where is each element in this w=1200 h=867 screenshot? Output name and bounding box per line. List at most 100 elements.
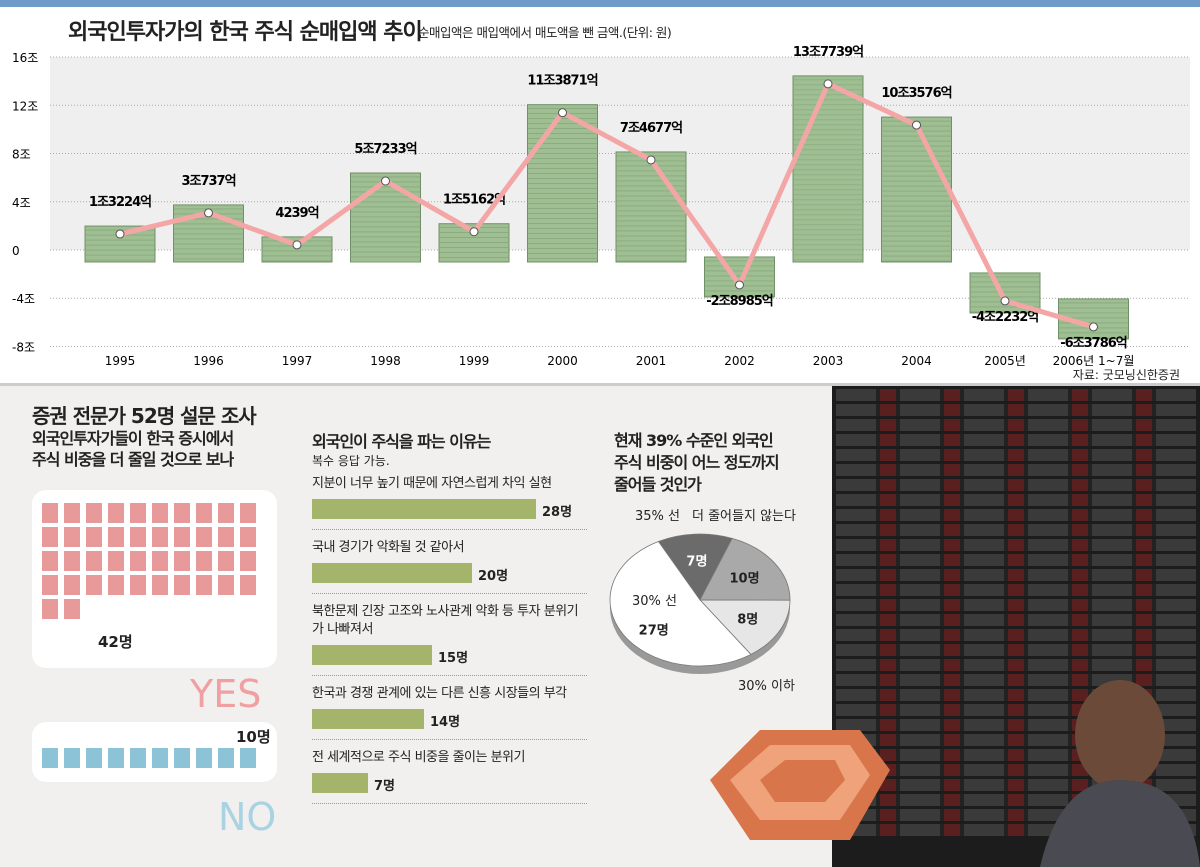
- person-icon: [130, 527, 146, 547]
- q3-line1: 현재 39% 수준인 외국인: [614, 431, 774, 450]
- person-icon: [130, 503, 146, 523]
- divider: [312, 739, 587, 740]
- data-label: 11조3871억: [527, 74, 597, 89]
- board-row: [836, 614, 1196, 626]
- source-note: 자료: 굿모닝신한증권: [1072, 368, 1180, 382]
- board-row: [836, 434, 1196, 446]
- q3-line3: 줄어들 것인가: [614, 475, 702, 494]
- data-point: [115, 229, 125, 239]
- pie-value: 7명: [686, 553, 707, 569]
- board-row: [836, 569, 1196, 581]
- board-row: [836, 644, 1196, 656]
- data-label: 13조7739억: [793, 45, 863, 60]
- person-icon: [240, 527, 256, 547]
- data-label: 1조5162억: [443, 193, 505, 208]
- divider: [312, 803, 587, 804]
- pie-value: 10명: [730, 571, 760, 587]
- reason-bar: [312, 709, 424, 729]
- person-icon: [218, 527, 234, 547]
- x-tick-label: 1998: [370, 354, 401, 368]
- board-row: [836, 494, 1196, 506]
- q3-line2: 주식 비중이 어느 정도까지: [614, 453, 780, 472]
- person-icon: [108, 748, 124, 768]
- yes-people: [42, 503, 272, 619]
- pie-label-30: 30% 선: [632, 594, 677, 609]
- q1-line1: 외국인투자가들이 한국 증시에서: [32, 429, 234, 448]
- money-stack: [527, 104, 598, 263]
- person-icon: [196, 551, 212, 571]
- money-stack: [704, 256, 775, 298]
- pie-chart: 7명 10명 8명 27명: [609, 533, 791, 674]
- person-icon: [86, 527, 102, 547]
- no-count: 10명: [236, 728, 271, 746]
- board-row: [836, 554, 1196, 566]
- data-label: -2조8985억: [706, 294, 773, 309]
- data-point: [558, 108, 567, 118]
- x-tick-label: 2004: [901, 354, 932, 368]
- board-row: [836, 464, 1196, 476]
- data-label: 7조4677억: [620, 121, 682, 136]
- reason-bar: [312, 645, 432, 665]
- person-icon: [196, 575, 212, 595]
- person-icon: [86, 748, 102, 768]
- person-icon: [108, 575, 124, 595]
- person-icon: [196, 527, 212, 547]
- x-tick-label: 2001: [636, 354, 667, 368]
- data-point: [735, 280, 744, 290]
- person-icon: [42, 551, 58, 571]
- pie-slice: [699, 537, 791, 601]
- data-point: [292, 240, 302, 250]
- y-tick-label: -4조: [12, 292, 35, 306]
- person-icon: [86, 575, 102, 595]
- y-tick-label: 4조: [12, 196, 31, 210]
- pie-label-30-below: 30% 이하: [738, 679, 795, 694]
- reason-label: 국내 경기가 악화될 것 같아서: [312, 540, 465, 555]
- person-icon: [218, 575, 234, 595]
- data-label: -4조2232억: [972, 310, 1039, 325]
- reason-label: 전 세계적으로 주식 비중을 줄이는 분위기: [312, 750, 525, 765]
- x-tick-label: 2006년 1~7월: [1053, 354, 1135, 368]
- person-icon: [174, 748, 190, 768]
- person-icon: [64, 503, 80, 523]
- y-tick-label: -8조: [12, 340, 35, 354]
- person-icon: [240, 748, 256, 768]
- divider: [312, 675, 587, 676]
- top-bar: [0, 0, 1200, 7]
- board-row: [836, 599, 1196, 611]
- pie-slice: [609, 540, 752, 667]
- person-icon: [152, 527, 168, 547]
- reason-value: 14명: [430, 715, 461, 730]
- reason-value: 20명: [478, 569, 509, 584]
- board-row: [836, 584, 1196, 596]
- reason-value: 15명: [438, 651, 469, 666]
- person-icon: [42, 599, 58, 619]
- x-tick-label: 1997: [282, 354, 313, 368]
- person-icon: [42, 527, 58, 547]
- survey-title: 증권 전문가 52명 설문 조사: [32, 404, 257, 428]
- person-icon: [108, 527, 124, 547]
- data-point: [204, 208, 213, 218]
- pie-slice: [657, 533, 733, 601]
- x-tick-label: 2005년: [984, 354, 1026, 368]
- person-icon: [130, 575, 146, 595]
- reason-bar: [312, 563, 472, 583]
- line-chart: 16조 12조 8조 4조 0 -4조 -8조 1995 1조3224억 1996 3조737억 19…: [12, 45, 1190, 368]
- reason-bar: [312, 499, 536, 519]
- pie-value: 8명: [737, 612, 758, 628]
- q1-question: 외국인투자가들이 한국 증시에서 주식 비중을 더 줄일 것으로 보나: [32, 428, 234, 470]
- board-row: [836, 539, 1196, 551]
- data-point: [823, 79, 833, 89]
- reason-label: 한국과 경쟁 관계에 있는 다른 신흥 시장들의 부각: [312, 686, 567, 701]
- person-icon: [42, 748, 58, 768]
- person-icon: [174, 551, 190, 571]
- x-tick-label: 1999: [459, 354, 490, 368]
- x-tick-label: 1996: [193, 354, 224, 368]
- board-row: [836, 449, 1196, 461]
- data-label: 3조737억: [181, 174, 235, 189]
- person-icon: [240, 551, 256, 571]
- x-tick-label: 2003: [813, 354, 844, 368]
- divider: [312, 529, 587, 530]
- data-point: [469, 227, 479, 237]
- data-label: -6조3786억: [1060, 336, 1127, 351]
